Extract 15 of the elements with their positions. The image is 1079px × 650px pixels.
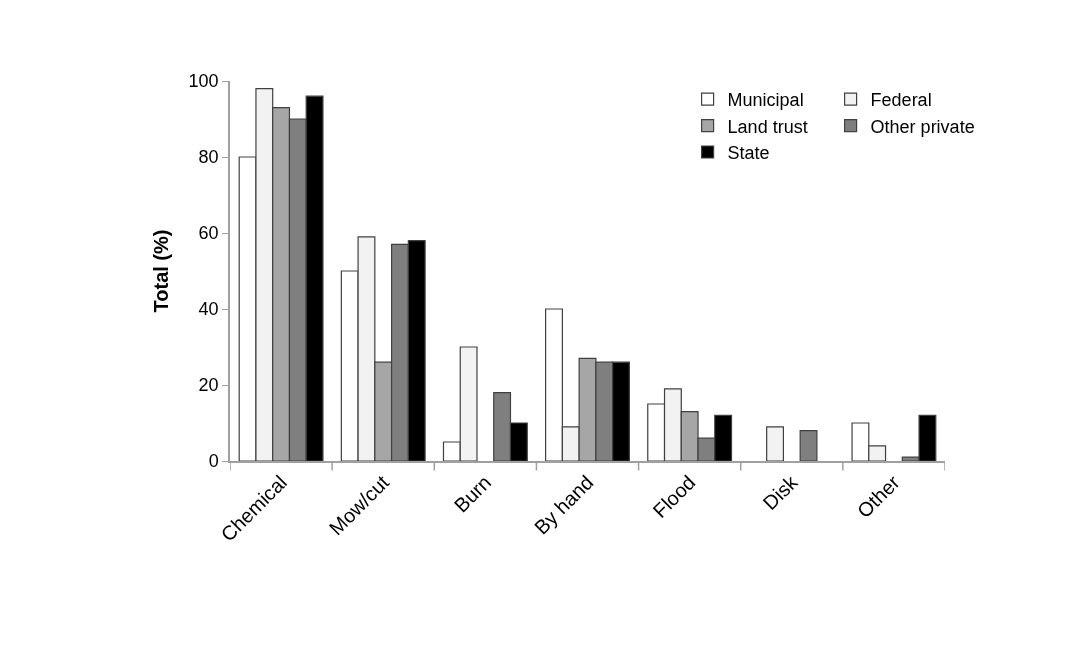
bar [799, 430, 818, 461]
bar [766, 426, 785, 461]
y-tick-label: 100 [188, 71, 219, 92]
legend-label: State [727, 143, 770, 164]
legend-label: Federal [870, 90, 932, 111]
legend-label: Land trust [727, 116, 808, 137]
y-axis-title: Total (%) [149, 229, 172, 313]
y-tick-label: 0 [208, 451, 219, 472]
x-tick-label: Disk [758, 470, 803, 515]
y-tick-label: 80 [198, 147, 219, 168]
y-tick-label: 40 [198, 299, 219, 320]
y-tick-label: 60 [198, 223, 219, 244]
legend-label: Municipal [727, 90, 804, 111]
y-tick-label: 20 [198, 375, 219, 396]
legend-label: Other private [870, 116, 975, 137]
